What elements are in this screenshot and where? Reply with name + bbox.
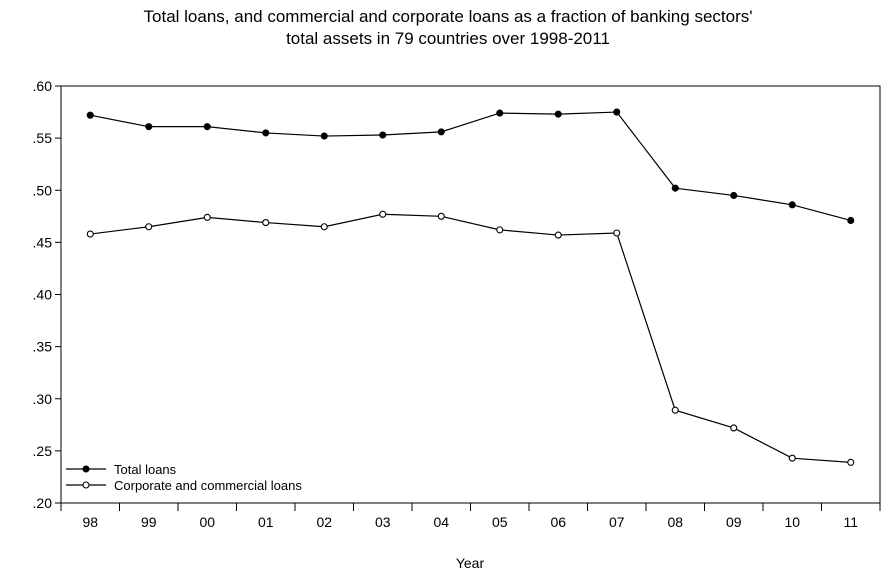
- y-axis: .60 .55 .50 .45 .40 .35 .30 .25 .20: [33, 78, 61, 511]
- data-point: [379, 131, 387, 139]
- data-point: [554, 110, 562, 118]
- y-tick-label: .55: [33, 130, 53, 146]
- x-axis: 98 99 00 01 02 03 04 05 06 07 08 09 10 11: [60, 503, 881, 530]
- x-axis-title: Year: [456, 555, 485, 571]
- data-point: [613, 108, 621, 116]
- data-point: [86, 111, 94, 119]
- data-point: [437, 212, 445, 220]
- y-tick-label: .20: [33, 495, 53, 511]
- data-point: [496, 226, 504, 234]
- y-tick-label: .45: [33, 234, 53, 250]
- data-point: [613, 229, 621, 237]
- y-tick-label: .25: [33, 443, 53, 459]
- data-point: [437, 128, 445, 136]
- legend-label: Total loans: [114, 462, 177, 477]
- data-point: [320, 223, 328, 231]
- x-tick-label: 11: [843, 514, 858, 530]
- data-point: [671, 184, 679, 192]
- data-point: [379, 210, 387, 218]
- data-point: [554, 231, 562, 239]
- data-point: [788, 201, 796, 209]
- x-tick-label: 09: [726, 514, 742, 530]
- data-point: [203, 123, 211, 131]
- series-line-total-loans: [90, 111, 851, 222]
- x-tick-label: 08: [667, 514, 683, 530]
- data-point: [145, 223, 153, 231]
- series-lines: [86, 108, 855, 466]
- chart-title-line-2: total assets in 79 countries over 1998-2…: [286, 29, 610, 48]
- data-point: [788, 454, 796, 462]
- x-tick-label: 10: [784, 514, 800, 530]
- data-point: [203, 213, 211, 221]
- x-tick-label: 02: [316, 514, 332, 530]
- y-tick-label: .40: [33, 287, 53, 303]
- data-point: [730, 424, 738, 432]
- y-tick-label: .50: [33, 182, 53, 198]
- data-point: [730, 191, 738, 200]
- data-point: [262, 129, 270, 137]
- data-point: [145, 123, 153, 131]
- legend-marker: [82, 465, 90, 473]
- series-line-corporate-commercial-loans: [90, 213, 851, 463]
- data-point: [847, 216, 855, 225]
- data-point: [262, 219, 270, 227]
- x-tick-label: 05: [492, 514, 508, 530]
- data-point: [671, 406, 679, 414]
- y-tick-label: .60: [33, 78, 53, 94]
- x-tick-label: 00: [199, 514, 215, 530]
- chart-title: Total loans, and commercial and corporat…: [0, 6, 896, 50]
- data-point: [496, 109, 504, 117]
- legend-label: Corporate and commercial loans: [114, 478, 302, 493]
- x-tick-label: 99: [141, 514, 157, 530]
- y-tick-label: .35: [33, 339, 53, 355]
- x-tick-label: 03: [375, 514, 391, 530]
- x-tick-label: 04: [433, 514, 449, 530]
- legend-marker: [82, 481, 90, 489]
- chart-title-line-1: Total loans, and commercial and corporat…: [143, 7, 753, 26]
- data-point: [320, 132, 328, 140]
- x-tick-label: 06: [550, 514, 566, 530]
- x-tick-label: 01: [258, 514, 274, 530]
- data-point: [86, 230, 94, 238]
- x-tick-label: 07: [609, 514, 625, 530]
- x-tick-label: 98: [82, 514, 98, 530]
- y-tick-label: .30: [33, 391, 53, 407]
- data-point: [847, 458, 855, 466]
